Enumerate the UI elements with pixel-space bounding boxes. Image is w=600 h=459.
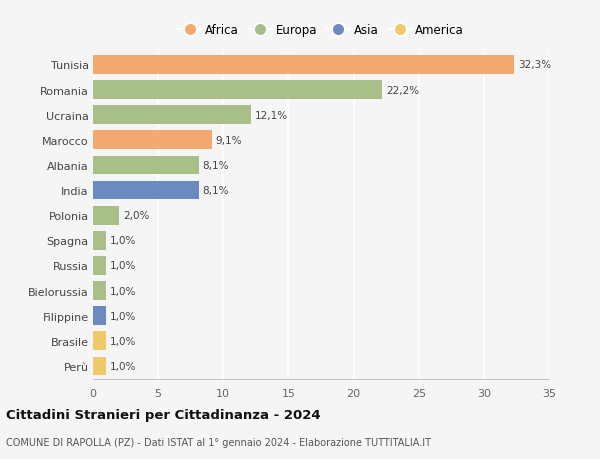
Text: 1,0%: 1,0% <box>110 286 136 296</box>
Bar <box>93 307 106 325</box>
Text: 8,1%: 8,1% <box>202 186 229 196</box>
Text: 32,3%: 32,3% <box>518 60 551 70</box>
Text: 1,0%: 1,0% <box>110 361 136 371</box>
Bar <box>93 257 106 275</box>
Text: 2,0%: 2,0% <box>123 211 149 221</box>
Bar <box>93 231 106 250</box>
Legend: Africa, Europa, Asia, America: Africa, Europa, Asia, America <box>173 20 469 42</box>
Bar <box>93 81 382 100</box>
Text: 22,2%: 22,2% <box>386 85 419 95</box>
Bar <box>93 357 106 375</box>
Text: 1,0%: 1,0% <box>110 261 136 271</box>
Text: 1,0%: 1,0% <box>110 336 136 346</box>
Bar <box>93 207 119 225</box>
Text: 1,0%: 1,0% <box>110 236 136 246</box>
Bar <box>93 181 199 200</box>
Bar <box>93 332 106 351</box>
Bar <box>93 281 106 300</box>
Bar <box>93 156 199 175</box>
Text: 8,1%: 8,1% <box>202 161 229 171</box>
Bar <box>93 56 514 75</box>
Text: COMUNE DI RAPOLLA (PZ) - Dati ISTAT al 1° gennaio 2024 - Elaborazione TUTTITALIA: COMUNE DI RAPOLLA (PZ) - Dati ISTAT al 1… <box>6 437 431 447</box>
Bar <box>93 106 251 125</box>
Text: 9,1%: 9,1% <box>215 135 242 146</box>
Text: Cittadini Stranieri per Cittadinanza - 2024: Cittadini Stranieri per Cittadinanza - 2… <box>6 408 320 421</box>
Text: 1,0%: 1,0% <box>110 311 136 321</box>
Bar <box>93 131 212 150</box>
Text: 12,1%: 12,1% <box>254 111 287 120</box>
